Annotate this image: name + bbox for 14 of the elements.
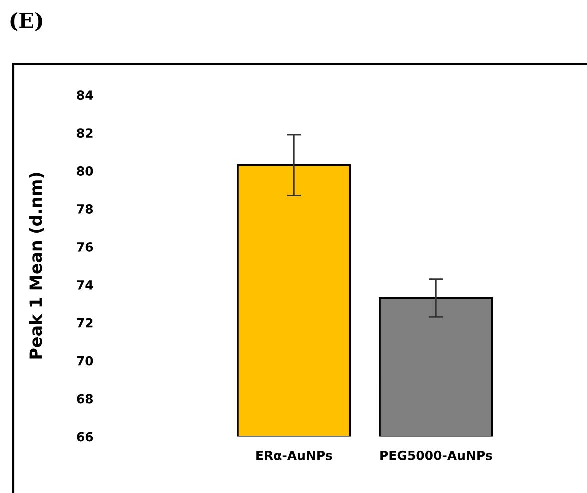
y-tick-label: 68 <box>77 394 94 404</box>
y-axis-title: Peak 1 Mean (d.nm) <box>29 173 44 359</box>
y-tick-label: 80 <box>77 166 94 176</box>
y-tick-label: 76 <box>77 242 94 252</box>
y-tick-label: 70 <box>77 356 94 366</box>
x-tick-label: ERα-AuNPs <box>256 451 332 460</box>
text: (E) <box>10 12 42 32</box>
y-tick-label: 72 <box>77 318 93 328</box>
x-tick-label: PEG5000-AuNPs <box>380 450 492 460</box>
y-tick-label: 82 <box>77 128 93 138</box>
y-tick-label: 84 <box>77 90 94 100</box>
y-tick-label: 74 <box>77 280 94 290</box>
y-tick-label: 78 <box>77 204 94 214</box>
y-tick-label: 66 <box>77 432 94 442</box>
